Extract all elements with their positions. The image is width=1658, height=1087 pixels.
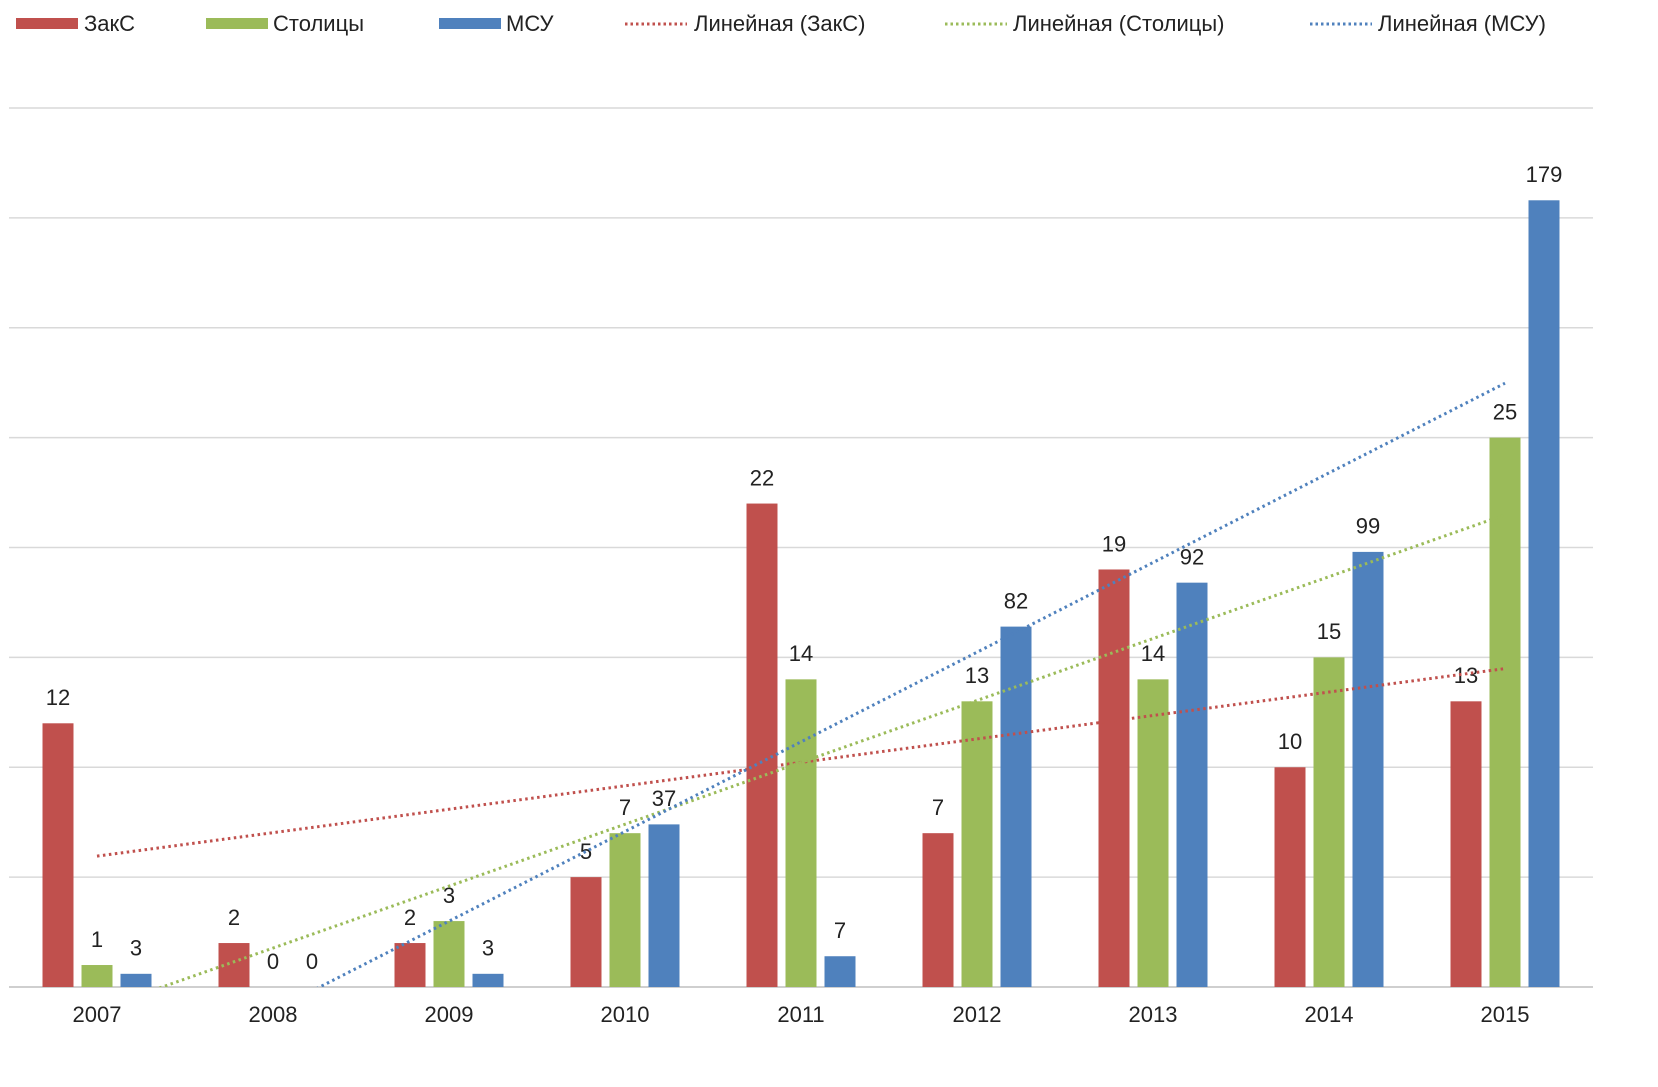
data-label: 3 [482,936,494,961]
legend-label: Линейная (Столицы) [1013,11,1224,36]
x-tick-label: 2013 [1129,1002,1178,1027]
bar [961,701,993,987]
data-label: 3 [130,936,142,961]
bar [824,956,856,987]
legend-label: Столицы [273,11,364,36]
bar [1098,569,1130,987]
data-label: 37 [652,786,676,811]
x-tick-label: 2014 [1305,1002,1354,1027]
bar [433,921,465,987]
data-label: 1 [91,927,103,952]
data-label: 99 [1356,514,1380,539]
data-label: 3 [443,883,455,908]
bar [570,877,602,987]
x-tick-label: 2007 [73,1002,122,1027]
x-tick-label: 2009 [425,1002,474,1027]
data-label: 13 [1454,663,1478,688]
data-label: 7 [834,918,846,943]
legend-label: Линейная (МСУ) [1378,11,1546,36]
bar [1489,437,1521,987]
data-label: 2 [228,905,240,930]
data-label: 179 [1526,162,1563,187]
bar [648,824,680,987]
x-tick-label: 2008 [249,1002,298,1027]
data-label: 5 [580,839,592,864]
bar [472,973,504,987]
bar [120,973,152,987]
x-tick-label: 2015 [1481,1002,1530,1027]
data-label: 82 [1004,588,1028,613]
x-tick-label: 2012 [953,1002,1002,1027]
data-label: 7 [932,795,944,820]
bar [785,679,817,987]
data-label: 19 [1102,531,1126,556]
legend-swatch [439,18,501,29]
bar [1450,701,1482,987]
legend-label: ЗакС [84,11,135,36]
data-label: 7 [619,795,631,820]
trend-line [157,513,1506,987]
legend-label: МСУ [506,11,554,36]
data-label: 92 [1180,544,1204,569]
bar [1137,679,1169,987]
bar [1000,626,1032,987]
bar [394,943,426,987]
bar [42,723,74,987]
trend-lines [96,381,1506,987]
legend-swatch [206,18,268,29]
legend-label: Линейная (ЗакС) [694,11,866,36]
bar [1352,551,1384,987]
data-label: 14 [789,641,813,666]
bar [1176,582,1208,987]
data-label: 15 [1317,619,1341,644]
x-tick-label: 2011 [777,1002,824,1027]
bar [1274,767,1306,987]
legend-swatch [16,18,78,29]
bar [1313,657,1345,987]
data-label: 22 [750,465,774,490]
data-label: 2 [404,905,416,930]
bar [81,965,113,987]
data-label: 0 [267,949,279,974]
data-label: 14 [1141,641,1165,666]
bar [922,833,954,987]
data-label: 0 [306,949,318,974]
bar [609,833,641,987]
x-tick-label: 2010 [601,1002,650,1027]
data-label: 25 [1493,399,1517,424]
bar [1528,200,1560,988]
data-label: 12 [46,685,70,710]
data-label: 13 [965,663,989,688]
data-label: 10 [1278,729,1302,754]
bar [746,503,778,987]
